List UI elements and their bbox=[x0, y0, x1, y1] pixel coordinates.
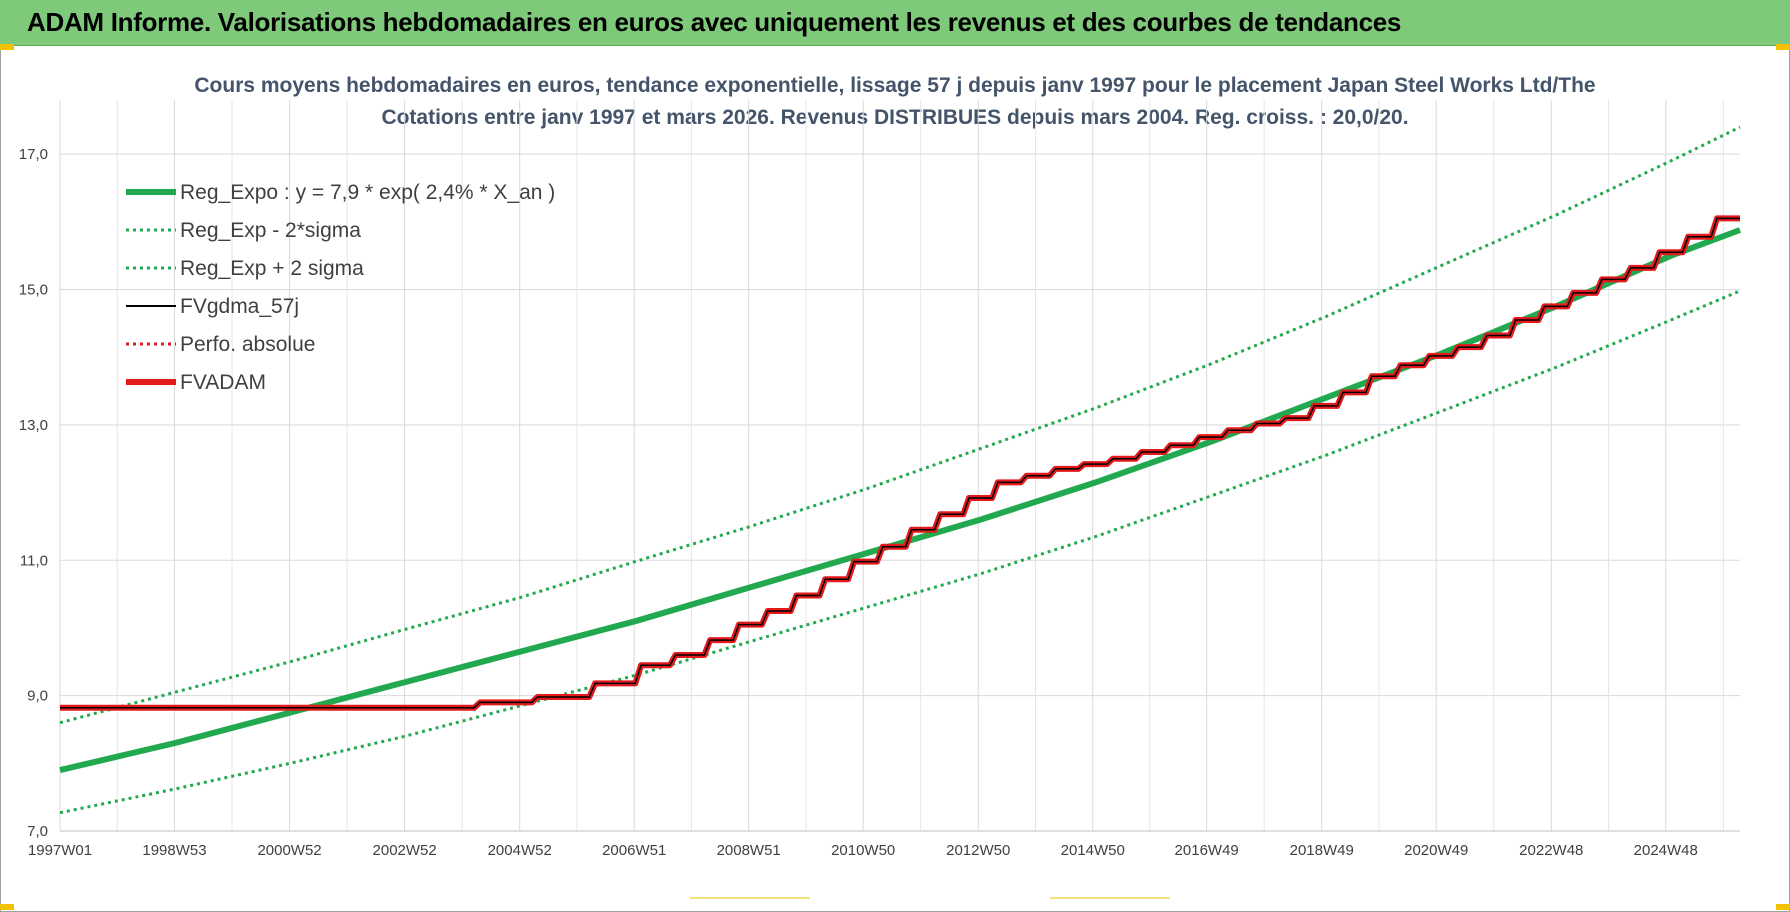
x-tick-label: 1997W01 bbox=[28, 842, 92, 859]
x-tick-label: 2006W51 bbox=[602, 842, 666, 859]
x-tick-label: 2022W48 bbox=[1519, 842, 1583, 859]
x-tick-label: 2004W52 bbox=[488, 842, 552, 859]
legend-label: Reg_Exp + 2 sigma bbox=[180, 257, 364, 280]
report-header: ADAM Informe. Valorisations hebdomadaire… bbox=[0, 0, 1790, 46]
legend-label: FVgdma_57j bbox=[180, 295, 299, 318]
chart-title-line: Cours moyens hebdomadaires en euros, ten… bbox=[194, 74, 1595, 97]
series-line-fvadam bbox=[60, 215, 1740, 711]
corner-marker bbox=[1776, 44, 1790, 50]
x-axis-labels: 1997W01 1998W53 2000W52 2002W52 2004W52 2006W… bbox=[28, 842, 1698, 859]
x-tick-label: 2018W49 bbox=[1290, 842, 1354, 859]
y-tick-label: 11,0 bbox=[20, 552, 48, 569]
y-tick-label: 9,0 bbox=[27, 688, 48, 705]
x-tick-label: 2016W49 bbox=[1175, 842, 1239, 859]
x-tick-label: 2010W50 bbox=[831, 842, 895, 859]
selection-marker bbox=[690, 897, 810, 899]
chart-legend: Reg_Expo : y = 7,9 * exp( 2,4% * X_an ) R… bbox=[126, 181, 555, 394]
y-tick-label: 13,0 bbox=[19, 417, 48, 434]
y-tick-label: 7,0 bbox=[27, 823, 48, 840]
x-tick-label: 2014W50 bbox=[1061, 842, 1125, 859]
chart-series bbox=[59, 125, 1742, 815]
x-tick-label: 1998W53 bbox=[142, 842, 206, 859]
corner-marker bbox=[0, 44, 14, 50]
series-line-reg-expo bbox=[59, 227, 1742, 774]
chart-title-line: Cotations entre janv 1997 et mars 2026. … bbox=[381, 106, 1408, 129]
series-line-fvgdma-57j bbox=[60, 217, 1740, 709]
series-line-reg-plus-2sigma bbox=[59, 125, 1741, 725]
series-line-reg-minus-2sigma bbox=[59, 289, 1741, 815]
x-tick-label: 2002W52 bbox=[373, 842, 437, 859]
x-tick-label: 2020W49 bbox=[1404, 842, 1468, 859]
legend-label: Perfo. absolue bbox=[180, 333, 315, 356]
x-tick-label: 2000W52 bbox=[257, 842, 321, 859]
valuation-chart: Cours moyens hebdomadaires en euros, ten… bbox=[19, 74, 1742, 859]
selection-marker bbox=[1050, 897, 1170, 899]
x-tick-label: 2024W48 bbox=[1634, 842, 1698, 859]
x-tick-label: 2012W50 bbox=[946, 842, 1010, 859]
y-axis-labels: 7,0 9,0 11,0 13,0 15,0 17,0 bbox=[19, 146, 48, 840]
chart-title: Cours moyens hebdomadaires en euros, ten… bbox=[194, 74, 1595, 129]
report-title: ADAM Informe. Valorisations hebdomadaire… bbox=[27, 7, 1402, 37]
y-tick-label: 15,0 bbox=[19, 282, 48, 299]
legend-label: FVADAM bbox=[180, 371, 266, 394]
legend-label: Reg_Expo : y = 7,9 * exp( 2,4% * X_an ) bbox=[180, 181, 555, 204]
x-tick-label: 2008W51 bbox=[717, 842, 781, 859]
chart-grid bbox=[59, 100, 1740, 832]
y-tick-label: 17,0 bbox=[19, 146, 48, 163]
corner-marker bbox=[1776, 904, 1790, 910]
corner-marker bbox=[0, 904, 14, 910]
legend-label: Reg_Exp - 2*sigma bbox=[180, 219, 361, 242]
